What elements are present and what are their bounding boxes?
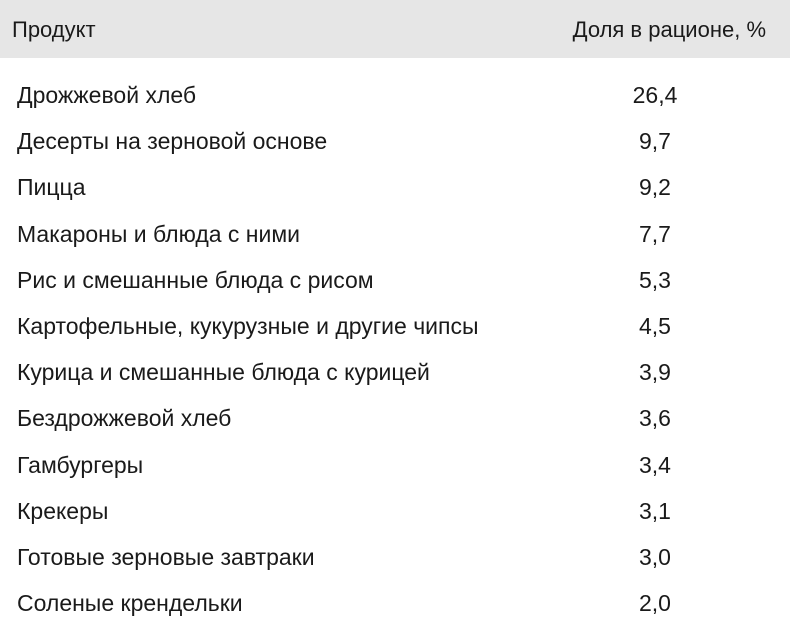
share-value: 3,4 xyxy=(639,451,671,478)
share-value: 3,0 xyxy=(639,544,671,570)
table-header: Продукт Доля в рационе, % xyxy=(0,0,790,58)
share-value: 9,7 xyxy=(639,128,671,155)
product-name: Пицца xyxy=(17,174,86,201)
product-name: Крекеры xyxy=(17,497,109,524)
share-value: 26,4 xyxy=(632,82,678,108)
share-value: 3,9 xyxy=(639,359,671,386)
share-value: 3,6 xyxy=(639,405,671,432)
product-name: Картофельные, кукурузные и другие чипсы xyxy=(17,313,479,339)
product-name: Десерты на зерновой основе xyxy=(17,128,328,155)
share-value: 9,2 xyxy=(639,174,671,201)
product-name: Рис и смешанные блюда с рисом xyxy=(17,266,374,293)
header-cell: Продукт xyxy=(12,17,96,42)
share-value: 3,1 xyxy=(639,497,671,524)
share-value: 7,7 xyxy=(639,220,671,247)
product-name: Готовые зерновые завтраки xyxy=(17,544,315,570)
share-value: 4,5 xyxy=(639,313,671,339)
product-name: Макароны и блюда с ними xyxy=(17,220,301,247)
product-name: Бездрожжевой хлеб xyxy=(17,405,232,432)
product-name: Курица и смешанные блюда с курицей xyxy=(17,359,430,386)
product-name: Соленые крендельки xyxy=(17,590,243,617)
share-value: 2,0 xyxy=(639,590,671,617)
product-name: Гамбургеры xyxy=(17,451,144,478)
product-name: Дрожжевой хлеб xyxy=(17,82,197,108)
header-cell: Доля в рационе, % xyxy=(572,17,766,42)
share-value: 5,3 xyxy=(639,266,671,293)
